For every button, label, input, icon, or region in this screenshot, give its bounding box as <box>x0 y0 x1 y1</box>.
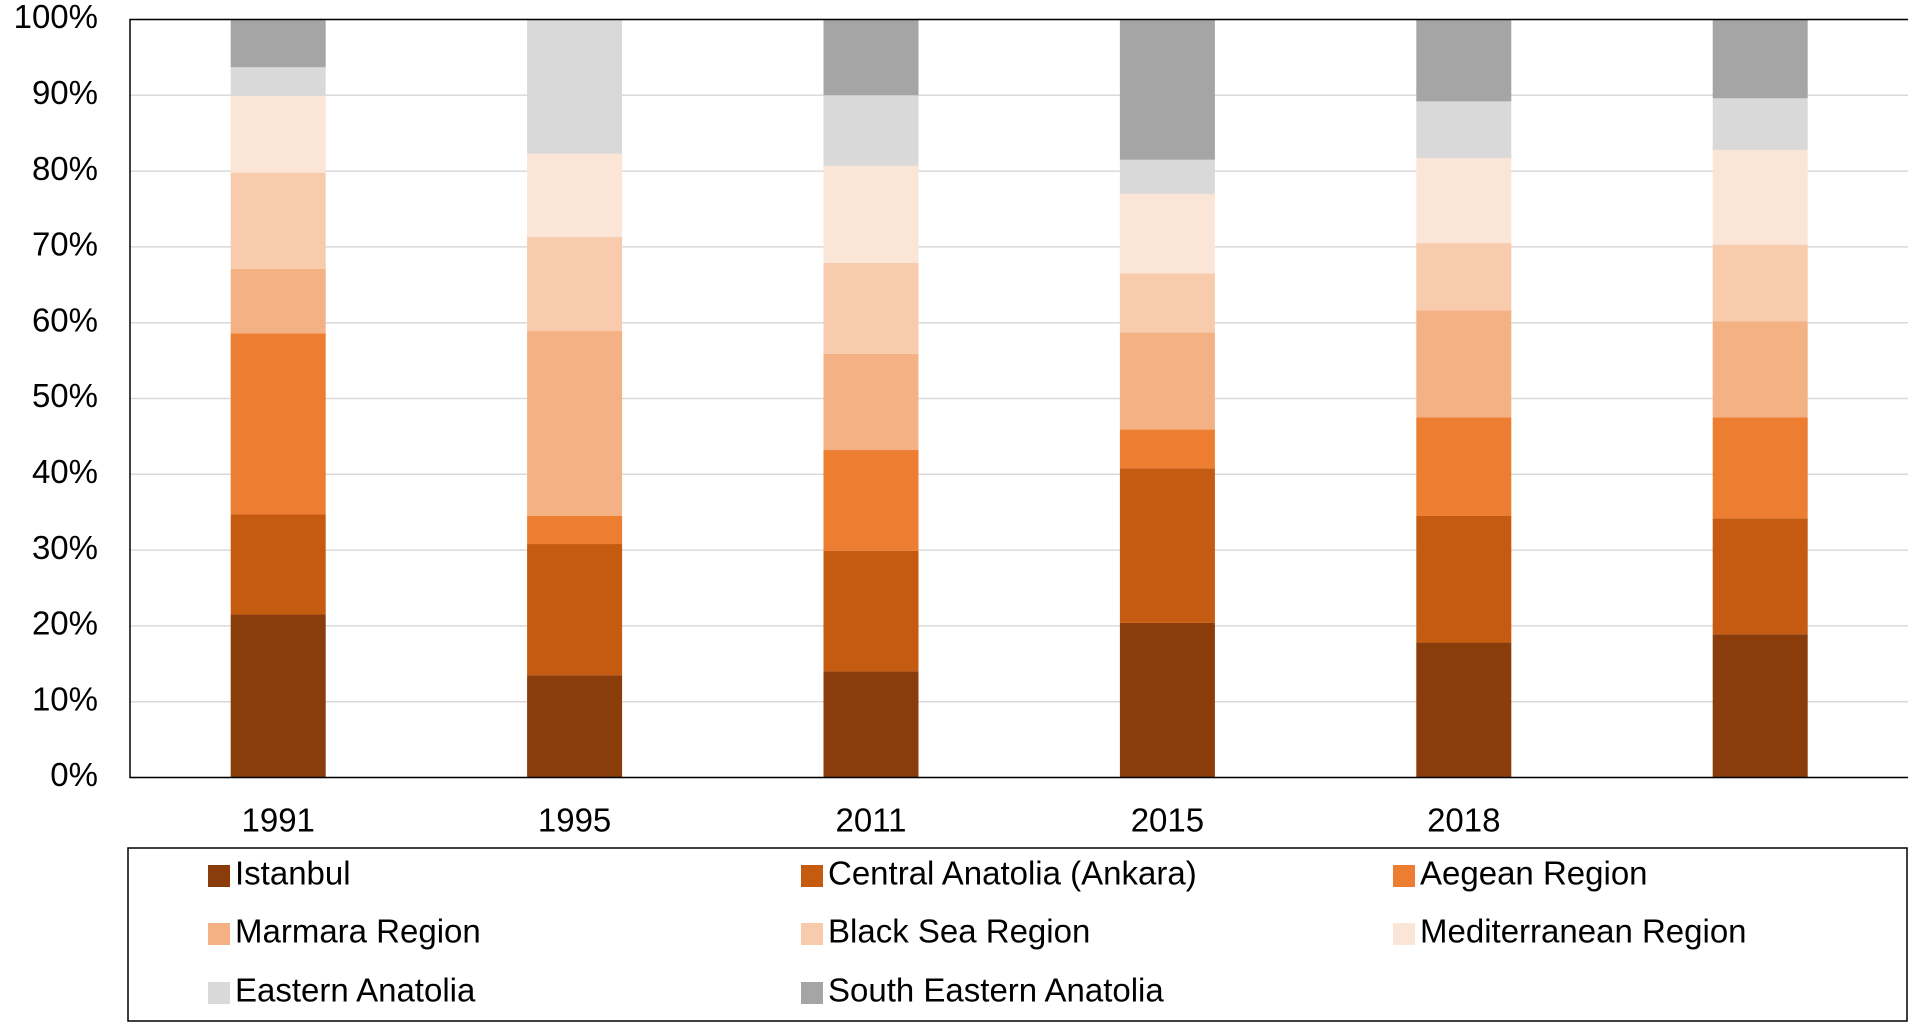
y-tick-label: 10% <box>32 680 98 717</box>
bar-segment <box>230 19 326 68</box>
legend-box <box>127 847 1908 1022</box>
y-tick-label: 40% <box>32 453 98 490</box>
bar-segment <box>1712 149 1808 245</box>
legend-label: South Eastern Anatolia <box>828 972 1164 1009</box>
bar-segment <box>1712 518 1808 635</box>
bar-segment <box>1416 158 1512 244</box>
bar-segment <box>1119 193 1215 274</box>
plot-frame <box>129 18 1908 779</box>
bar-segment <box>1119 468 1215 623</box>
y-tick-label: 0% <box>50 756 98 793</box>
x-tick-label: 2015 <box>1131 802 1204 839</box>
bar-segment <box>1416 19 1512 102</box>
bar-segment <box>823 165 919 263</box>
bar-segment <box>1119 622 1215 778</box>
legend-label: Marmara Region <box>235 913 481 950</box>
legend-label: Aegean Region <box>1420 855 1648 892</box>
bar-segment <box>527 331 623 516</box>
legend-label: Black Sea Region <box>828 913 1090 950</box>
legend-swatch <box>801 865 823 887</box>
bar-segment <box>527 544 623 676</box>
bar-segment <box>1712 244 1808 322</box>
bar-segment <box>527 237 623 332</box>
legend-label: Central Anatolia (Ankara) <box>828 855 1197 892</box>
bar-segment <box>1119 159 1215 194</box>
y-tick-label: 20% <box>32 605 98 642</box>
bar-segment <box>527 515 623 545</box>
bar-segment <box>230 172 326 269</box>
y-tick-label: 90% <box>32 74 98 111</box>
y-tick-label: 50% <box>32 377 98 414</box>
bar-segment <box>527 153 623 238</box>
y-tick-label: 70% <box>32 226 98 263</box>
bar-segment <box>1712 19 1808 99</box>
bar-segment <box>1416 310 1512 418</box>
x-tick-label: 1995 <box>538 802 611 839</box>
x-tick-label: 1991 <box>241 802 314 839</box>
bar-segment <box>823 671 919 778</box>
legend-swatch <box>208 923 230 945</box>
bar-segment <box>1712 98 1808 150</box>
bar-segment <box>1416 642 1512 778</box>
legend-label: Eastern Anatolia <box>235 972 476 1009</box>
bar-segment <box>527 675 623 778</box>
y-tick-label: 80% <box>32 150 98 187</box>
bar-segment <box>1119 332 1215 430</box>
bar-segment <box>823 19 919 96</box>
bar-segment <box>823 262 919 354</box>
y-tick-label: 30% <box>32 529 98 566</box>
bar-segment <box>230 333 326 515</box>
legend-swatch <box>1393 865 1415 887</box>
bar-segment <box>1416 101 1512 159</box>
bar-segment <box>230 268 326 334</box>
y-tick-label: 100% <box>14 0 98 35</box>
bar-segment <box>1712 417 1808 519</box>
bar-segment <box>230 514 326 615</box>
bar-segment <box>1712 321 1808 418</box>
legend-swatch <box>208 982 230 1004</box>
bar-segment <box>230 96 326 173</box>
legend-swatch <box>208 865 230 887</box>
legend-swatch <box>1393 923 1415 945</box>
bar-segment <box>823 450 919 551</box>
bar-segment <box>1416 243 1512 311</box>
bar-segment <box>823 353 919 451</box>
legend-swatch <box>801 982 823 1004</box>
bar-segment <box>1119 273 1215 333</box>
bar-segment <box>230 67 326 97</box>
legend-label: Mediterranean Region <box>1420 913 1747 950</box>
bar-segment <box>1416 417 1512 516</box>
bar-segment <box>527 19 623 154</box>
bar-segment <box>823 550 919 672</box>
legend-label: Istanbul <box>235 855 351 892</box>
x-tick-label: 2011 <box>836 802 907 839</box>
legend-swatch <box>801 923 823 945</box>
bar-segment <box>1119 429 1215 469</box>
bar-segment <box>1416 515 1512 643</box>
x-tick-label: 2018 <box>1427 802 1500 839</box>
bar-segment <box>1712 634 1808 778</box>
bar-segment <box>1119 19 1215 160</box>
bar-segment <box>230 614 326 778</box>
y-tick-label: 60% <box>32 301 98 338</box>
bar-segment <box>823 95 919 166</box>
